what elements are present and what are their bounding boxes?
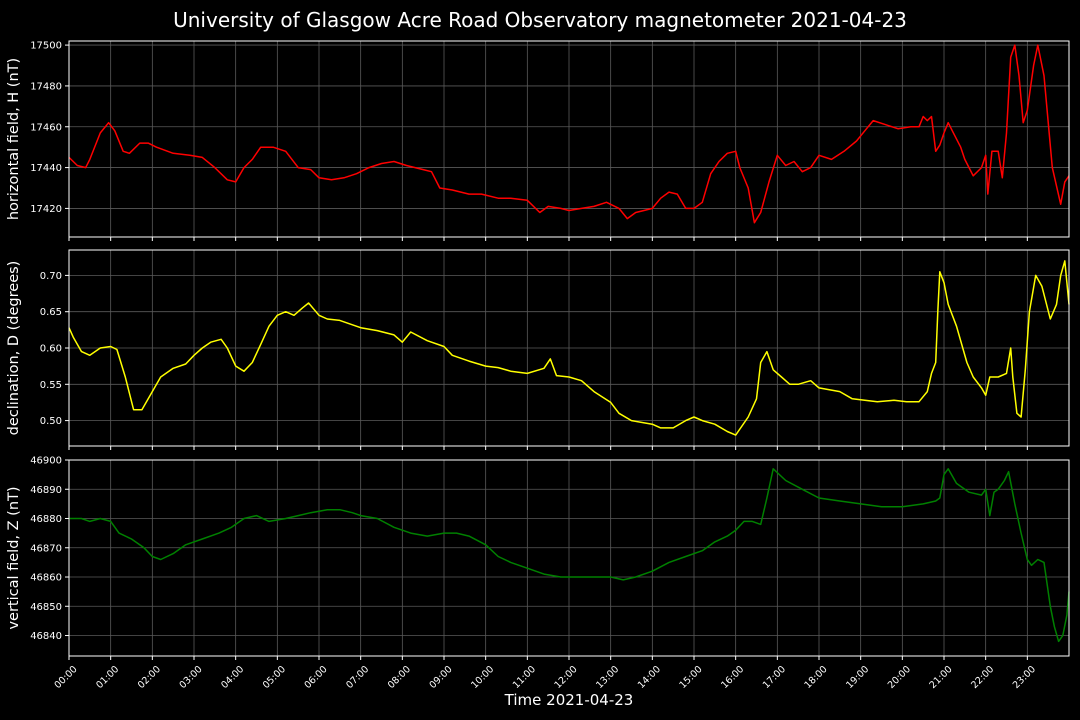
x-tick-label: 17:00 [761,664,788,691]
panel-h: 17420 17440 17460 17480 17500 horizontal fiel… [6,40,1070,241]
x-tick-label: 12:00 [553,664,580,691]
x-tick-label: 10:00 [469,664,496,691]
panel-d: 0.50 0.55 0.60 0.65 0.70 declination, D (degr… [6,249,1070,450]
y-tick-label: 46880 [30,514,62,525]
x-tick-label: 06:00 [303,664,330,691]
series-line-z [69,468,1070,643]
x-tick-label: 08:00 [386,664,413,691]
y-tick-label: 17440 [30,163,62,174]
x-tick-label: 19:00 [844,664,871,691]
x-tick-label: 00:00 [53,664,80,691]
y-tick-label: 46840 [30,631,62,642]
x-tick-label: 18:00 [803,664,830,691]
y-tick-label: 0.65 [40,307,62,318]
x-tick-label: 11:00 [511,664,538,691]
axes-frame [68,249,1070,447]
y-tick-label: 46870 [30,543,62,554]
y-axis-label: horizontal field, H (nT) [6,58,22,220]
panel-z: 46840 46850 46860 46870 46880 46890 46900 verti… [6,456,1070,691]
x-tick-label: 22:00 [969,664,996,691]
x-tick-label: 23:00 [1011,664,1038,691]
y-tick-label: 46860 [30,573,62,584]
y-tick-label: 46900 [30,456,62,467]
series-line-d [68,260,1070,436]
y-tick-label: 0.60 [40,344,62,355]
x-tick-label: 13:00 [594,664,621,691]
chart-title: University of Glasgow Acre Road Observat… [173,8,907,32]
series-line-h [68,44,1070,224]
y-tick-label: 17480 [30,81,62,92]
x-tick-label: 21:00 [928,664,955,691]
x-tick-label: 15:00 [678,664,705,691]
y-axis-label: declination, D (degrees) [6,261,22,436]
x-tick-label: 09:00 [428,664,455,691]
x-tick-label: 01:00 [94,664,121,691]
y-tick-label: 17460 [30,122,62,133]
y-tick-label: 17420 [30,204,62,215]
x-tick-label: 14:00 [636,664,663,691]
y-axis-label: vertical field, Z (nT) [6,486,22,629]
x-tick-label: 07:00 [344,664,371,691]
y-tick-label: 46850 [30,602,62,613]
x-tick-label: 16:00 [719,664,746,691]
y-tick-label: 0.55 [40,380,62,391]
y-tick-label: 46890 [30,485,62,496]
x-axis-label: Time 2021-04-23 [504,691,634,709]
y-tick-label: 0.50 [40,416,62,427]
axes-frame [68,40,1070,238]
x-tick-label: 02:00 [136,664,163,691]
y-tick-label: 0.70 [40,271,62,282]
x-tick-label: 03:00 [178,664,205,691]
x-tick-label: 05:00 [261,664,288,691]
x-tick-label: 04:00 [219,664,246,691]
x-tick-label: 20:00 [886,664,913,691]
y-tick-label: 17500 [30,41,62,52]
axes-frame [68,459,1070,657]
